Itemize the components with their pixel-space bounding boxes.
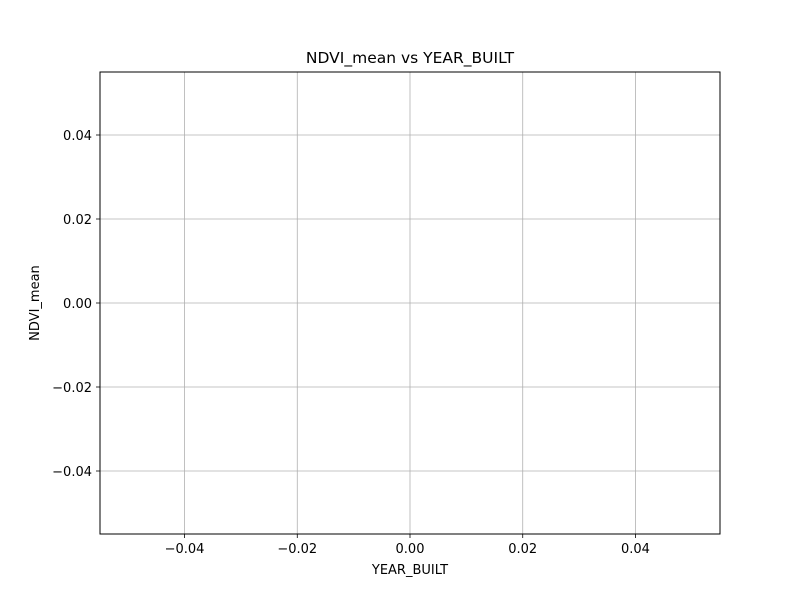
y-axis-ticks: −0.04 −0.02 0.00 0.02 0.04 [52,129,100,480]
y-tick-label: −0.02 [52,381,92,396]
x-axis-label: YEAR_BUILT [371,563,448,578]
y-tick-label: 0.02 [63,213,92,228]
y-tick-label: 0.04 [63,129,92,144]
y-tick-label: 0.00 [63,297,92,312]
x-tick-label: −0.04 [165,542,205,557]
y-axis-label: NDVI_mean [28,265,43,341]
x-tick-label: 0.04 [621,542,650,557]
chart-title: NDVI_mean vs YEAR_BUILT [306,49,515,68]
grid-lines [100,72,720,534]
x-axis-ticks: −0.04 −0.02 0.00 0.02 0.04 [165,534,650,557]
x-tick-label: 0.00 [396,542,425,557]
x-tick-label: −0.02 [277,542,317,557]
y-tick-label: −0.04 [52,465,92,480]
x-tick-label: 0.02 [508,542,537,557]
